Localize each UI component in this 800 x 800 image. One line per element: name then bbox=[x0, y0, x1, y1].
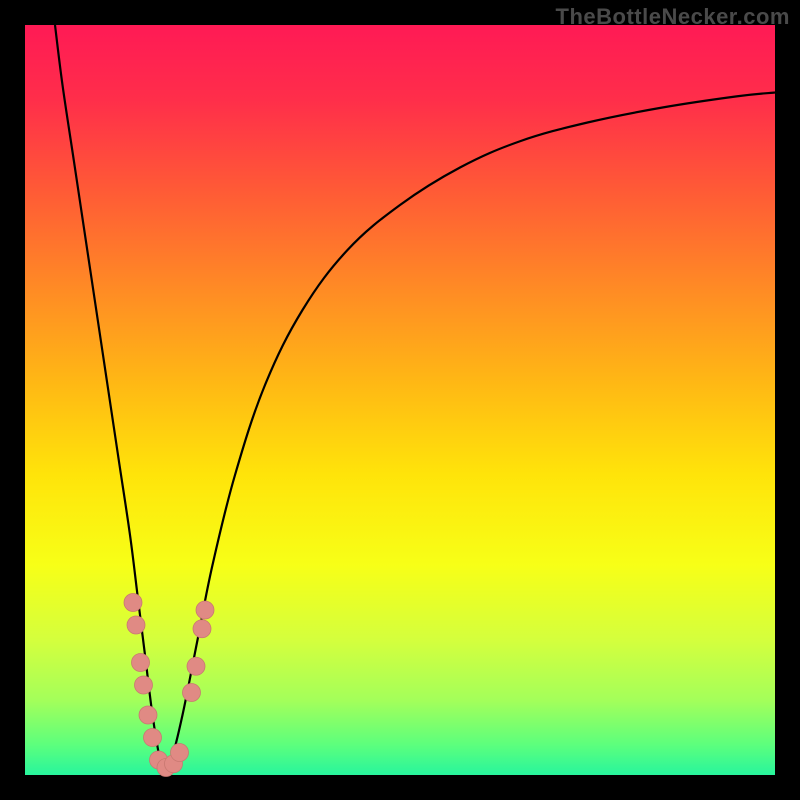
data-marker bbox=[144, 729, 162, 747]
data-marker bbox=[171, 744, 189, 762]
chart-container: TheBottleNecker.com bbox=[0, 0, 800, 800]
data-marker bbox=[183, 684, 201, 702]
data-marker bbox=[135, 676, 153, 694]
data-marker bbox=[132, 654, 150, 672]
data-marker bbox=[193, 620, 211, 638]
curve-right bbox=[164, 93, 775, 772]
chart-svg bbox=[0, 0, 800, 800]
data-marker bbox=[187, 657, 205, 675]
data-marker bbox=[124, 594, 142, 612]
data-marker bbox=[196, 601, 214, 619]
data-marker bbox=[139, 706, 157, 724]
data-marker bbox=[127, 616, 145, 634]
